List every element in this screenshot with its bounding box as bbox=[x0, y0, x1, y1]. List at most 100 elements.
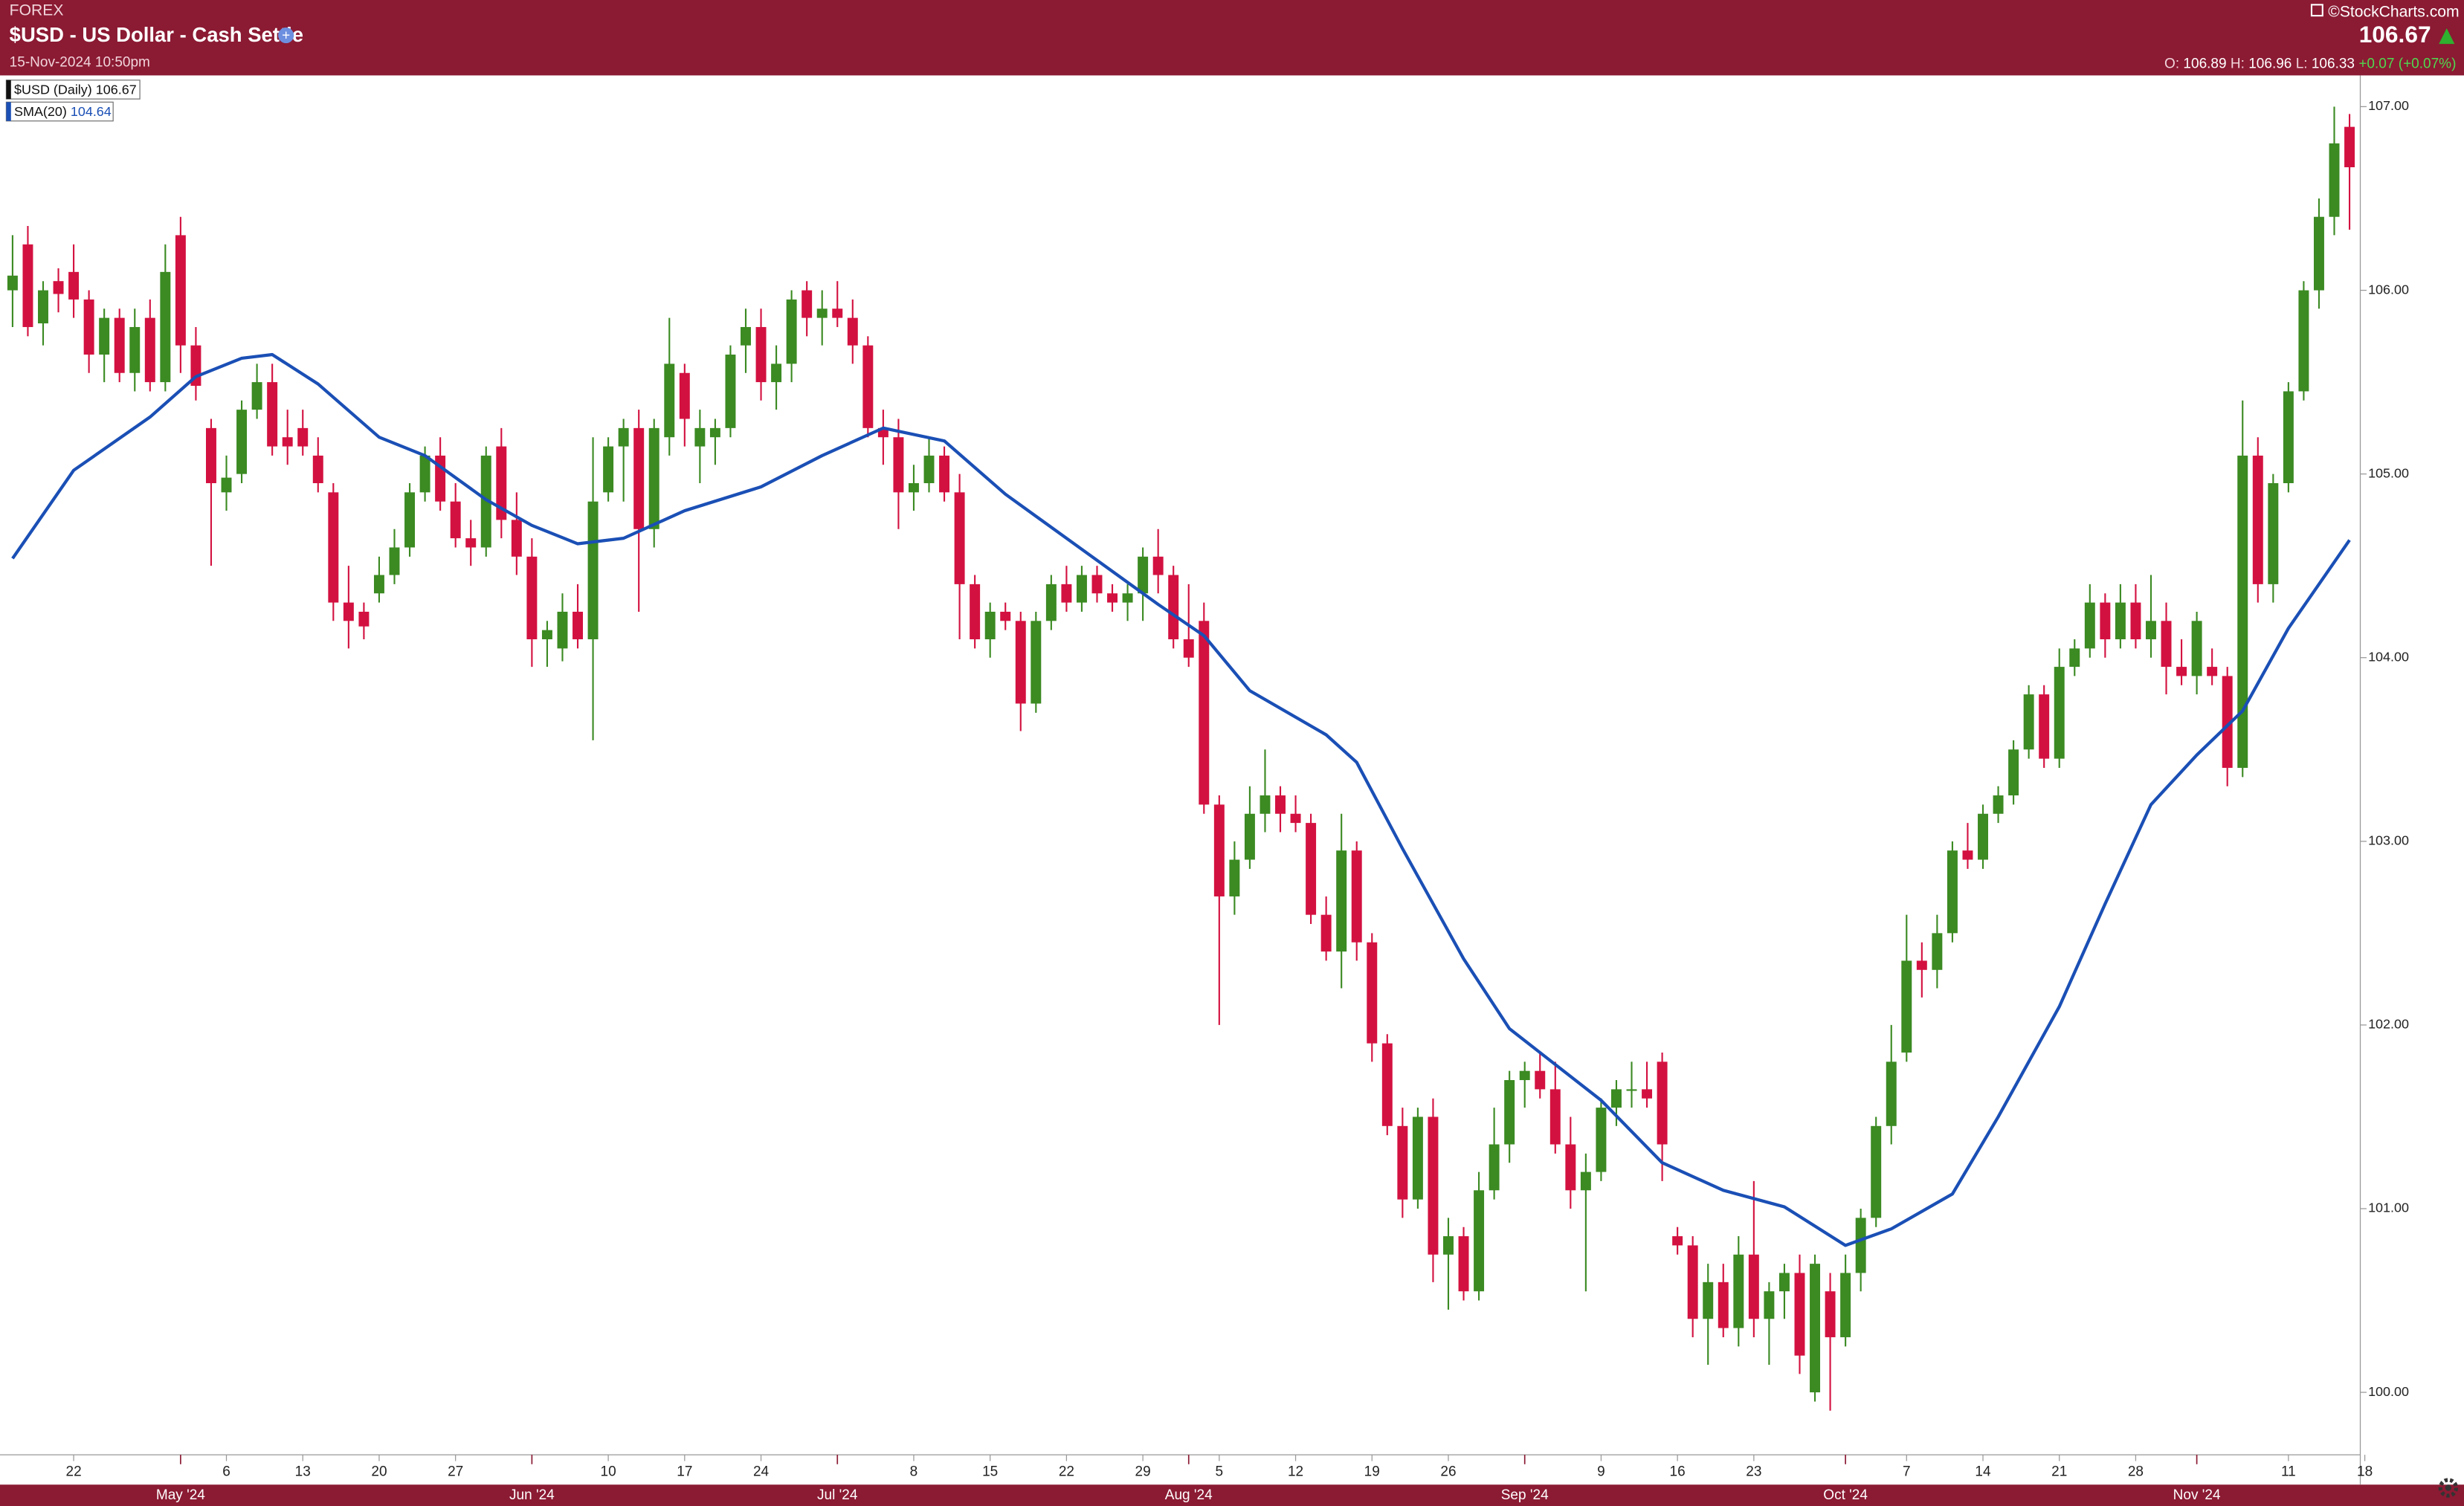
candle-body bbox=[603, 446, 614, 493]
candle-body bbox=[1229, 859, 1240, 896]
x-tick-label: 10 bbox=[601, 1464, 616, 1479]
x-tick-label: 21 bbox=[2051, 1464, 2067, 1479]
month-tick-label: May '24 bbox=[156, 1487, 205, 1503]
candle-body bbox=[328, 492, 339, 603]
candle-body bbox=[1810, 1264, 1821, 1393]
candle-body bbox=[1138, 556, 1149, 594]
candle-body bbox=[282, 437, 293, 447]
candle-body bbox=[1642, 1089, 1653, 1099]
candle-body bbox=[1031, 621, 1042, 704]
candle-body bbox=[297, 427, 309, 447]
candle-body bbox=[847, 317, 858, 346]
y-tick-label: 107.00 bbox=[2368, 98, 2409, 113]
month-tick-label: Nov '24 bbox=[2173, 1487, 2221, 1503]
candle-body bbox=[2115, 602, 2126, 640]
candle-body bbox=[1549, 1089, 1561, 1145]
month-tick-label: Jul '24 bbox=[817, 1487, 858, 1503]
candle-body bbox=[22, 244, 33, 327]
candle-body bbox=[160, 271, 171, 383]
candle-body bbox=[1381, 1043, 1393, 1126]
month-band bbox=[0, 1484, 2464, 1506]
month-tick-label: Aug '24 bbox=[1165, 1487, 1213, 1503]
settings-icon[interactable] bbox=[2438, 1478, 2459, 1498]
legend-name: $USD (Daily) bbox=[14, 82, 92, 97]
candle-body bbox=[1718, 1282, 1729, 1328]
month-tick-label: Jun '24 bbox=[509, 1487, 555, 1503]
candle-body bbox=[1657, 1061, 1668, 1145]
candle-body bbox=[1290, 813, 1301, 824]
x-tick-label: 18 bbox=[2357, 1464, 2373, 1479]
candle-body bbox=[755, 326, 767, 383]
candle-body bbox=[480, 455, 491, 548]
candle-body bbox=[1199, 621, 1210, 805]
candle-body bbox=[205, 427, 216, 483]
candle-body bbox=[1580, 1171, 1591, 1191]
candle-body bbox=[2237, 455, 2248, 768]
candle-body bbox=[2069, 648, 2080, 668]
candle-body bbox=[144, 317, 155, 383]
candle-body bbox=[709, 427, 720, 438]
legend-swatch bbox=[6, 80, 11, 100]
candle-body bbox=[694, 427, 706, 447]
x-tick-label: 15 bbox=[982, 1464, 998, 1479]
candle-body bbox=[1213, 804, 1225, 896]
candle-body bbox=[1306, 823, 1317, 915]
high-label: H: bbox=[2231, 56, 2245, 72]
candle-body bbox=[1687, 1245, 1698, 1319]
candle-body bbox=[1733, 1254, 1744, 1328]
candle-body bbox=[1260, 795, 1271, 814]
open-label: O: bbox=[2164, 56, 2179, 72]
candle-body bbox=[1351, 850, 1362, 943]
candle-body bbox=[587, 501, 599, 640]
candle-body bbox=[358, 611, 370, 627]
candle-body bbox=[1504, 1080, 1515, 1145]
candle-body bbox=[1764, 1291, 1775, 1319]
candle-body bbox=[1748, 1254, 1759, 1319]
x-tick-label: 11 bbox=[2281, 1464, 2296, 1479]
header-band bbox=[0, 0, 2464, 76]
candle-body bbox=[1886, 1061, 1897, 1126]
candle-body bbox=[1412, 1116, 1423, 1200]
y-tick-label: 102.00 bbox=[2368, 1017, 2409, 1032]
legend-value: 106.67 bbox=[96, 82, 137, 97]
x-tick-label: 28 bbox=[2128, 1464, 2144, 1479]
candle-body bbox=[2207, 667, 2218, 676]
candle-body bbox=[1336, 850, 1347, 952]
candle-body bbox=[923, 455, 935, 483]
low-label: L: bbox=[2296, 56, 2308, 72]
candle-body bbox=[1626, 1089, 1637, 1091]
candle-body bbox=[816, 308, 828, 318]
add-icon[interactable] bbox=[278, 27, 294, 44]
change: +0.07 bbox=[2358, 56, 2394, 72]
candle-body bbox=[1901, 960, 1912, 1053]
x-tick-label: 19 bbox=[1364, 1464, 1380, 1479]
candle-body bbox=[1107, 593, 1118, 603]
legend-box bbox=[5, 101, 114, 122]
candle-body bbox=[1855, 1218, 1866, 1273]
legend-value: 104.64 bbox=[71, 104, 112, 119]
candle-body bbox=[2222, 676, 2233, 768]
candle-body bbox=[2176, 667, 2187, 676]
candle-body bbox=[68, 271, 80, 300]
candle-body bbox=[771, 363, 782, 383]
x-tick-label: 22 bbox=[66, 1464, 82, 1479]
candle-body bbox=[1962, 850, 1973, 860]
candle-body bbox=[38, 290, 48, 324]
open-value: 106.89 bbox=[2183, 56, 2226, 72]
candle-body bbox=[1794, 1273, 1805, 1356]
x-tick-label: 9 bbox=[1597, 1464, 1605, 1479]
candle-body bbox=[511, 520, 522, 557]
candle-body bbox=[2130, 602, 2141, 640]
x-tick-label: 7 bbox=[1903, 1464, 1911, 1479]
candle-body bbox=[1397, 1125, 1408, 1200]
candle-body bbox=[1428, 1116, 1439, 1255]
candle-body bbox=[373, 575, 384, 594]
candle-body bbox=[679, 372, 690, 419]
candle-body bbox=[664, 363, 675, 438]
candle-body bbox=[1183, 639, 1194, 658]
candle-body bbox=[236, 410, 248, 474]
candle-body bbox=[1061, 584, 1072, 603]
candle-body bbox=[1015, 621, 1026, 704]
timestamp: 15-Nov-2024 10:50pm bbox=[10, 55, 150, 71]
candle-body bbox=[2298, 290, 2309, 392]
